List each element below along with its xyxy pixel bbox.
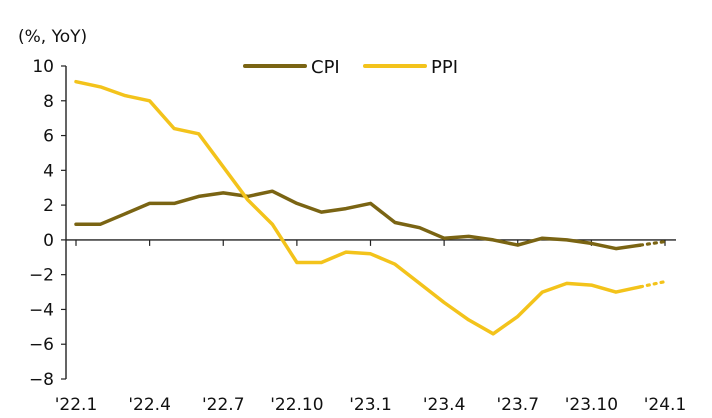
ppi-series-line	[74, 79, 643, 336]
cpi-series-projection	[638, 240, 667, 247]
axis-layer: 10 8 6 4 2 0 −2 −4 −6 −8'22.1 '22.4 '22.7 '22.10 '23.…	[29, 57, 686, 415]
legend-label-ppi: PPI	[431, 57, 458, 78]
cpi-series-line	[74, 189, 643, 251]
x-tick-label: '24.1	[644, 395, 687, 415]
y-tick-label: −8	[29, 370, 54, 390]
x-tick-label: '22.4	[128, 395, 171, 415]
x-tick-label: '22.7	[202, 395, 245, 415]
y-tick-label: 0	[43, 231, 54, 251]
x-tick-label: '22.1	[55, 395, 98, 415]
y-tick-label: −2	[29, 266, 54, 286]
ppi-series-projection	[638, 280, 667, 289]
y-axis-unit-label: (%, YoY)	[18, 27, 87, 47]
y-tick-label: 10	[32, 57, 54, 77]
x-tick-label: '23.4	[423, 395, 466, 415]
y-tick-label: 2	[43, 196, 54, 216]
y-tick-label: 8	[43, 92, 54, 112]
legend: CPI PPI	[243, 57, 458, 78]
x-tick-label: '23.10	[565, 395, 618, 415]
y-tick-label: 6	[43, 127, 54, 147]
x-tick-label: '23.7	[496, 395, 539, 415]
y-tick-label: −6	[29, 335, 54, 355]
y-tick-label: 4	[43, 161, 54, 181]
x-tick-label: '23.1	[349, 395, 392, 415]
y-tick-label: −4	[29, 300, 54, 320]
legend-label-cpi: CPI	[311, 57, 340, 78]
series-layer	[74, 79, 667, 336]
x-tick-label: '22.10	[270, 395, 323, 415]
